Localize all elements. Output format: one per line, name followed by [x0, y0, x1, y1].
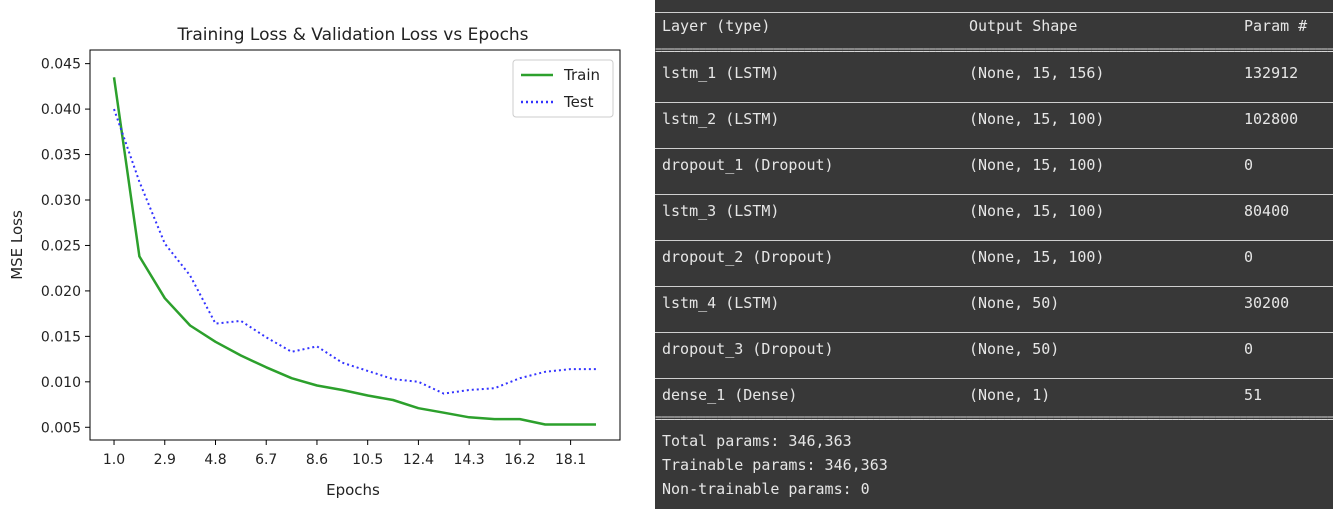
x-axis-ticks: 1.0 2.9 4.8 6.7 8.6 10.5 12.4 14.3 16.2 18.1: [103, 440, 586, 468]
x-tick-label: 1.0: [103, 452, 125, 468]
layer-name-cell: lstm_4 (LSTM): [662, 294, 780, 312]
param-count-cell: 0: [1244, 248, 1254, 266]
y-tick-label: 0.035: [41, 148, 81, 164]
trainable-params: Trainable params: 346,363: [662, 456, 888, 474]
x-tick-label: 12.4: [403, 452, 434, 468]
layer-name-cell: dropout_3 (Dropout): [662, 340, 834, 358]
x-tick-label: 4.8: [204, 452, 226, 468]
row-separator: [655, 148, 1333, 149]
output-shape-cell: (None, 1): [969, 386, 1051, 404]
output-shape-cell: (None, 15, 100): [969, 248, 1105, 266]
chart-title: Training Loss & Validation Loss vs Epoch…: [176, 25, 528, 45]
output-shape-cell: (None, 50): [969, 294, 1060, 312]
x-tick-label: 14.3: [454, 452, 485, 468]
row-separator: [655, 240, 1333, 241]
series-line-test: [113, 108, 596, 395]
footer-double-rule: ========================================…: [655, 413, 1333, 423]
layer-name-cell: lstm_2 (LSTM): [662, 110, 780, 128]
x-tick-label: 10.5: [352, 452, 383, 468]
y-tick-label: 0.020: [41, 284, 81, 300]
param-count-cell: 80400: [1244, 202, 1290, 220]
row-separator: [655, 102, 1333, 103]
x-axis-label: Epochs: [326, 481, 380, 499]
total-params: Total params: 346,363: [662, 432, 852, 450]
param-count-cell: 0: [1244, 340, 1254, 358]
legend: Train Test: [512, 59, 614, 118]
layer-name-cell: dropout_2 (Dropout): [662, 248, 834, 266]
param-count-cell: 132912: [1244, 64, 1299, 82]
series-line-train: [112, 77, 596, 426]
header-double-rule: ========================================…: [655, 45, 1333, 55]
param-count-cell: 51: [1244, 386, 1263, 404]
output-shape-cell: (None, 15, 100): [969, 156, 1105, 174]
x-tick-label: 6.7: [255, 452, 277, 468]
row-separator: [655, 194, 1333, 195]
y-axis-label: MSE Loss: [8, 210, 26, 280]
layer-name-cell: lstm_3 (LSTM): [662, 202, 780, 220]
row-separator: [655, 286, 1333, 287]
y-tick-label: 0.045: [41, 57, 81, 73]
y-tick-label: 0.025: [41, 238, 81, 254]
output-shape-cell: (None, 15, 100): [969, 110, 1105, 128]
output-shape-cell: (None, 15, 100): [969, 202, 1105, 220]
series-layer: [112, 77, 596, 426]
y-tick-label: 0.040: [41, 102, 81, 118]
output-shape-cell: (None, 50): [969, 340, 1060, 358]
legend-label-test: Test: [563, 93, 594, 111]
y-tick-label: 0.015: [41, 329, 81, 345]
param-count-cell: 30200: [1244, 294, 1290, 312]
y-tick-label: 0.030: [41, 193, 81, 209]
param-count-cell: 0: [1244, 156, 1254, 174]
x-tick-label: 8.6: [306, 452, 328, 468]
layer-name-cell: dropout_1 (Dropout): [662, 156, 834, 174]
row-separator: [655, 332, 1333, 333]
x-tick-label: 18.1: [555, 452, 586, 468]
header-output-shape: Output Shape: [969, 17, 1078, 35]
loss-chart: Training Loss & Validation Loss vs Epoch…: [8, 25, 621, 499]
model-summary-panel: Layer (type) Output Shape Param # ======…: [655, 0, 1333, 509]
layer-name-cell: lstm_1 (LSTM): [662, 64, 780, 82]
x-tick-label: 16.2: [504, 452, 535, 468]
row-separator: [655, 378, 1333, 379]
x-tick-label: 2.9: [154, 452, 176, 468]
y-tick-label: 0.005: [41, 420, 81, 436]
header-layer-type: Layer (type): [662, 17, 771, 35]
loss-chart-panel: Training Loss & Validation Loss vs Epoch…: [0, 0, 640, 509]
header-param-count: Param #: [1244, 17, 1308, 35]
layer-name-cell: dense_1 (Dense): [662, 386, 798, 404]
non-trainable-params: Non-trainable params: 0: [662, 480, 870, 498]
legend-label-train: Train: [563, 66, 600, 84]
output-shape-cell: (None, 15, 156): [969, 64, 1105, 82]
y-tick-label: 0.010: [41, 375, 81, 391]
top-rule: [655, 12, 1333, 13]
y-axis-ticks: 0.005 0.010 0.015 0.020 0.025 0.030 0.035 0.040…: [41, 57, 90, 436]
param-count-cell: 102800: [1244, 110, 1299, 128]
